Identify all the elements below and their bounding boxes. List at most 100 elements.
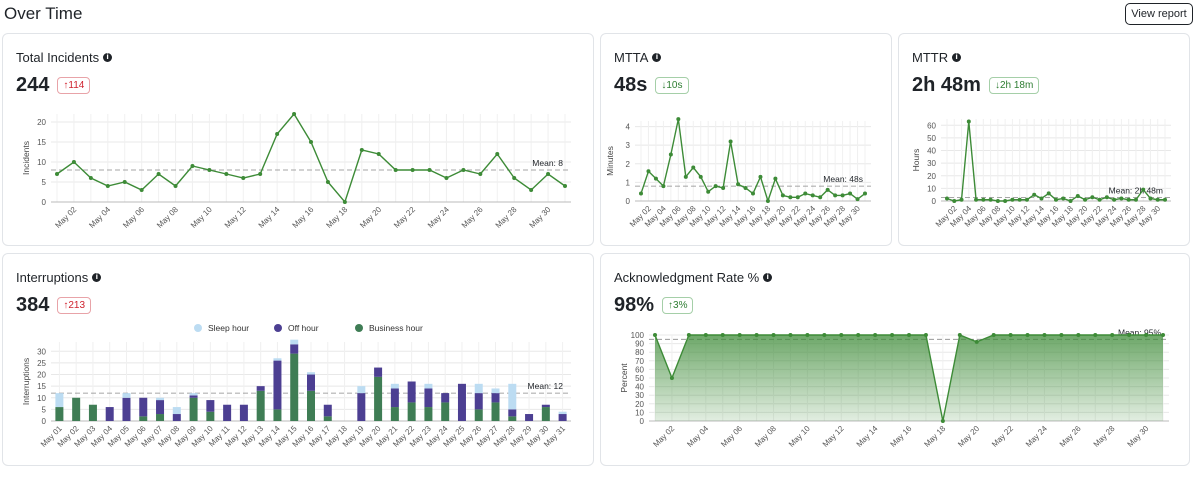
- mean-label: Mean: 8: [532, 158, 563, 168]
- total-incidents-card: Total Incidents i 244 ↑114 0 5 10 15 20 Incid…: [2, 33, 594, 246]
- bar-segment: [508, 416, 517, 421]
- data-point: [1003, 199, 1008, 203]
- data-point: [771, 333, 776, 337]
- x-tick-label: May 14: [855, 424, 880, 449]
- data-point: [988, 197, 993, 202]
- card-title-text: MTTA: [614, 50, 649, 65]
- data-point: [952, 199, 957, 203]
- metric-value: 48s: [614, 74, 648, 96]
- data-point: [224, 172, 229, 176]
- data-point: [393, 168, 398, 172]
- bar-segment: [424, 407, 433, 421]
- data-point: [855, 197, 860, 202]
- data-point: [676, 117, 681, 122]
- info-icon[interactable]: i: [952, 53, 962, 62]
- bar-segment: [189, 397, 198, 421]
- y-tick-label: 15: [37, 138, 46, 147]
- card-title: Acknowledgment Rate % i: [614, 270, 773, 285]
- y-tick-label: 30: [37, 347, 46, 356]
- bar-segment: [122, 393, 131, 398]
- bar-segment: [256, 386, 265, 391]
- y-tick-label: 1: [626, 178, 631, 187]
- delta-value: 114: [68, 80, 85, 91]
- mttr-card: MTTR i 2h 48m ↓2h 18m 0 10 20 30 40 50 60 Hours…: [898, 33, 1190, 246]
- data-point: [1032, 192, 1037, 197]
- bar-segment: [290, 339, 299, 345]
- data-point: [873, 333, 878, 337]
- bar-segment: [105, 407, 114, 421]
- data-point: [241, 176, 246, 180]
- data-point: [721, 185, 726, 190]
- total-incidents-chart: 0 5 10 15 20 Incidents May 02 May 04 May 06 May 0…: [21, 112, 571, 230]
- metric-value: 244: [16, 74, 50, 96]
- data-point: [839, 333, 844, 337]
- y-tick-label: 20: [635, 400, 644, 409]
- bar-segment: [390, 388, 399, 408]
- bar-segment: [441, 393, 450, 403]
- x-tick-label: May 02: [651, 424, 676, 449]
- delta-value: 3%: [673, 300, 688, 311]
- card-title-text: MTTR: [912, 50, 949, 65]
- info-icon[interactable]: i: [652, 53, 662, 62]
- data-point: [818, 195, 823, 200]
- x-tick-label: May 10: [189, 205, 214, 230]
- view-report-button[interactable]: View report: [1125, 3, 1193, 25]
- bar-segment: [55, 407, 64, 421]
- bar-segment: [474, 409, 483, 421]
- legend-marker: [355, 324, 363, 332]
- data-point: [71, 160, 76, 164]
- x-tick-label: May 24: [1024, 424, 1049, 449]
- x-tick-label: May 16: [290, 205, 315, 230]
- data-point: [376, 152, 381, 156]
- data-point: [805, 333, 810, 337]
- x-tick-label: May 14: [257, 205, 282, 230]
- bar-segment: [407, 402, 416, 421]
- data-point: [1161, 333, 1165, 337]
- legend-marker: [274, 324, 282, 332]
- bar-segment: [390, 407, 399, 421]
- y-tick-label: 5: [42, 405, 47, 414]
- y-tick-label: 40: [927, 147, 936, 156]
- data-point: [822, 333, 827, 337]
- x-tick-label: May 28: [1092, 424, 1117, 449]
- data-point: [923, 333, 928, 337]
- data-point: [1148, 196, 1153, 201]
- y-axis-label: Hours: [911, 149, 921, 172]
- data-point: [88, 176, 93, 180]
- y-tick-label: 0: [42, 198, 47, 207]
- data-point: [957, 333, 962, 337]
- bar-segment: [88, 404, 97, 421]
- info-icon[interactable]: i: [103, 53, 113, 62]
- data-point: [1075, 193, 1080, 198]
- data-point: [427, 168, 432, 172]
- bar-segment: [206, 411, 215, 421]
- data-point: [698, 174, 703, 179]
- page-title: Over Time: [4, 4, 83, 23]
- delta-value: 213: [68, 300, 86, 311]
- bar-segment: [273, 360, 282, 410]
- y-tick-label: 0: [640, 417, 645, 426]
- data-point: [728, 139, 733, 144]
- data-point: [788, 195, 793, 200]
- info-icon[interactable]: i: [763, 273, 773, 282]
- data-point: [1144, 333, 1149, 337]
- delta-value: 2h 18m: [999, 80, 1034, 91]
- bar-segment: [139, 397, 148, 417]
- x-tick-label: May 18: [324, 205, 349, 230]
- data-point: [974, 197, 979, 202]
- info-icon[interactable]: i: [92, 273, 102, 282]
- data-point: [1010, 197, 1015, 202]
- data-point: [1076, 333, 1081, 337]
- area-fill: [655, 335, 1163, 421]
- data-point: [1054, 197, 1058, 202]
- data-point: [1025, 333, 1030, 337]
- x-tick-label: May 02: [53, 205, 78, 230]
- data-point: [1104, 195, 1109, 200]
- bar-segment: [307, 390, 315, 421]
- data-point: [156, 172, 161, 176]
- bar-segment: [474, 393, 483, 410]
- x-tick-label: May 06: [719, 424, 744, 449]
- data-point: [139, 188, 144, 192]
- data-point: [478, 172, 483, 176]
